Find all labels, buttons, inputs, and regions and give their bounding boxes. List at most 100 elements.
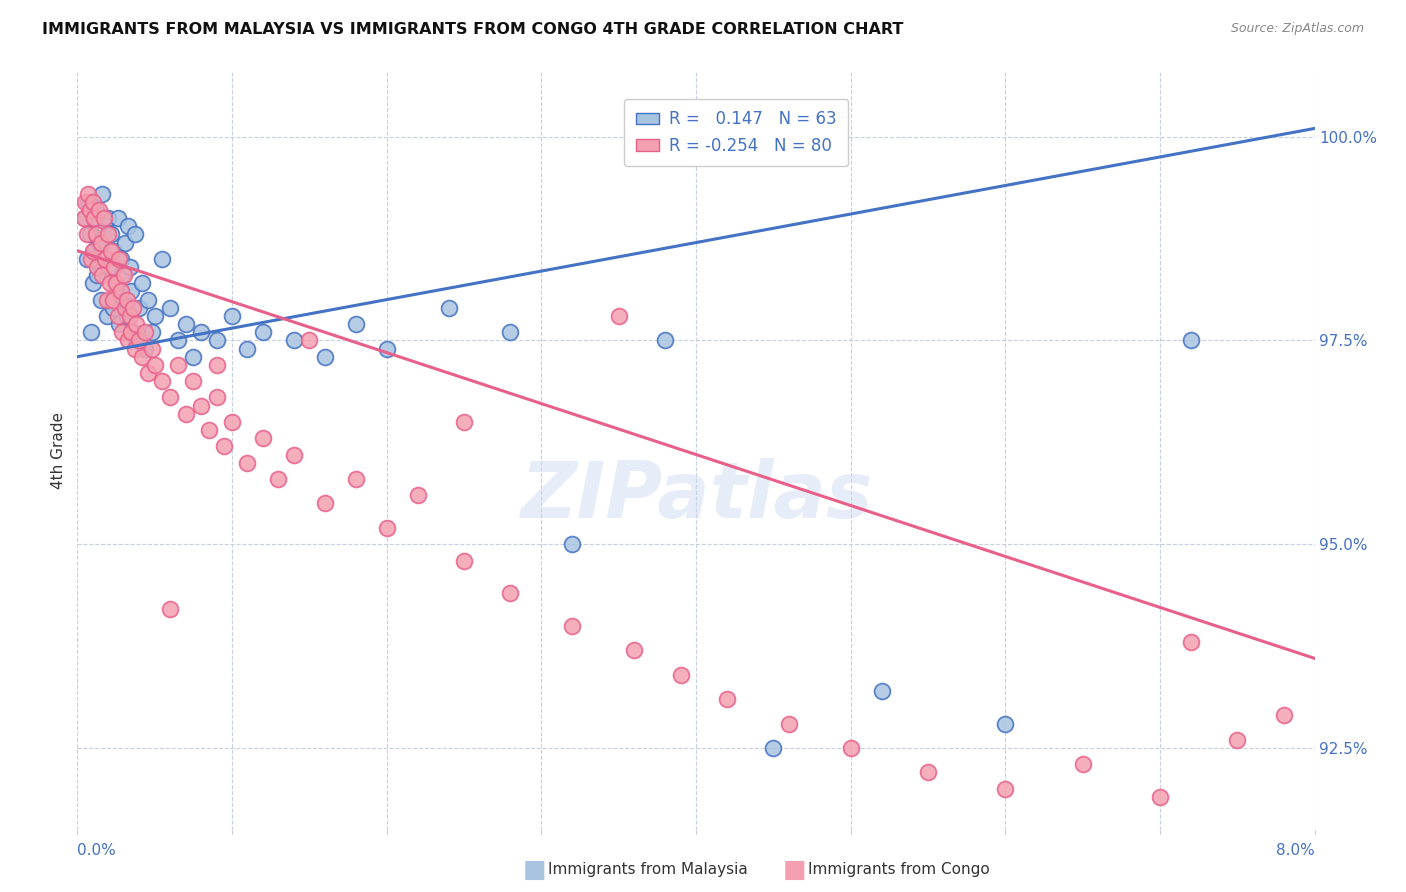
- Text: Source: ZipAtlas.com: Source: ZipAtlas.com: [1230, 22, 1364, 36]
- Point: [110, 252, 132, 266]
- Point: [107, 309, 129, 323]
- Point: [93, 211, 115, 226]
- Point: [183, 350, 205, 364]
- Point: [108, 317, 131, 331]
- Point: [94, 219, 117, 234]
- Text: Immigrants from Congo: Immigrants from Congo: [808, 863, 990, 877]
- Point: [94, 252, 117, 266]
- Point: [128, 301, 150, 315]
- Point: [112, 268, 135, 282]
- Point: [623, 643, 645, 657]
- Point: [174, 317, 197, 331]
- Point: [314, 350, 336, 364]
- Point: [236, 342, 259, 356]
- Point: [83, 244, 105, 258]
- Point: [72, 211, 94, 226]
- Point: [298, 334, 321, 348]
- Point: [131, 350, 153, 364]
- Point: [91, 268, 114, 282]
- Point: [134, 325, 156, 339]
- Point: [124, 342, 146, 356]
- Point: [111, 268, 134, 282]
- Point: [108, 252, 131, 266]
- Point: [84, 202, 107, 217]
- Point: [1071, 757, 1094, 772]
- Point: [103, 244, 125, 258]
- Point: [82, 211, 104, 226]
- Point: [1180, 334, 1202, 348]
- Point: [82, 277, 104, 291]
- Point: [1272, 708, 1295, 723]
- Point: [252, 431, 274, 445]
- Point: [90, 235, 112, 250]
- Point: [778, 716, 800, 731]
- Point: [117, 219, 139, 234]
- Point: [143, 309, 166, 323]
- Point: [453, 553, 475, 567]
- Point: [112, 293, 135, 307]
- Point: [76, 227, 98, 242]
- Point: [344, 472, 367, 486]
- Point: [118, 309, 141, 323]
- Point: [453, 415, 475, 429]
- Point: [79, 202, 101, 217]
- Point: [79, 227, 101, 242]
- Point: [917, 765, 939, 780]
- Text: ■: ■: [523, 858, 546, 881]
- Point: [141, 342, 163, 356]
- Point: [159, 391, 181, 405]
- Point: [762, 741, 785, 756]
- Text: ■: ■: [783, 858, 806, 881]
- Point: [96, 309, 118, 323]
- Point: [100, 227, 122, 242]
- Point: [198, 423, 221, 437]
- Point: [121, 325, 143, 339]
- Point: [96, 293, 118, 307]
- Point: [499, 325, 522, 339]
- Point: [114, 235, 136, 250]
- Point: [561, 537, 583, 551]
- Point: [90, 293, 112, 307]
- Point: [437, 301, 460, 315]
- Point: [97, 227, 120, 242]
- Point: [97, 211, 120, 226]
- Point: [115, 293, 138, 307]
- Point: [103, 260, 125, 274]
- Point: [91, 186, 114, 201]
- Point: [82, 244, 104, 258]
- Point: [82, 194, 104, 209]
- Point: [141, 325, 163, 339]
- Text: IMMIGRANTS FROM MALAYSIA VS IMMIGRANTS FROM CONGO 4TH GRADE CORRELATION CHART: IMMIGRANTS FROM MALAYSIA VS IMMIGRANTS F…: [42, 22, 904, 37]
- Point: [122, 325, 145, 339]
- Point: [128, 334, 150, 348]
- Point: [98, 277, 121, 291]
- Point: [87, 235, 110, 250]
- Point: [77, 186, 100, 201]
- Point: [183, 374, 205, 388]
- Point: [76, 252, 98, 266]
- Point: [101, 301, 124, 315]
- Text: 0.0%: 0.0%: [77, 843, 117, 858]
- Point: [314, 496, 336, 510]
- Point: [190, 325, 212, 339]
- Point: [83, 211, 105, 226]
- Point: [406, 488, 429, 502]
- Point: [80, 252, 103, 266]
- Y-axis label: 4th Grade: 4th Grade: [51, 412, 66, 489]
- Point: [994, 781, 1017, 796]
- Point: [375, 342, 398, 356]
- Point: [561, 619, 583, 633]
- Point: [994, 716, 1017, 731]
- Point: [205, 358, 228, 372]
- Point: [205, 391, 228, 405]
- Point: [100, 244, 122, 258]
- Point: [143, 358, 166, 372]
- Point: [159, 602, 181, 616]
- Point: [654, 334, 676, 348]
- Point: [174, 407, 197, 421]
- Legend: R =   0.147   N = 63, R = -0.254   N = 80: R = 0.147 N = 63, R = -0.254 N = 80: [624, 99, 848, 166]
- Point: [86, 268, 108, 282]
- Point: [138, 293, 160, 307]
- Point: [86, 260, 108, 274]
- Point: [221, 415, 243, 429]
